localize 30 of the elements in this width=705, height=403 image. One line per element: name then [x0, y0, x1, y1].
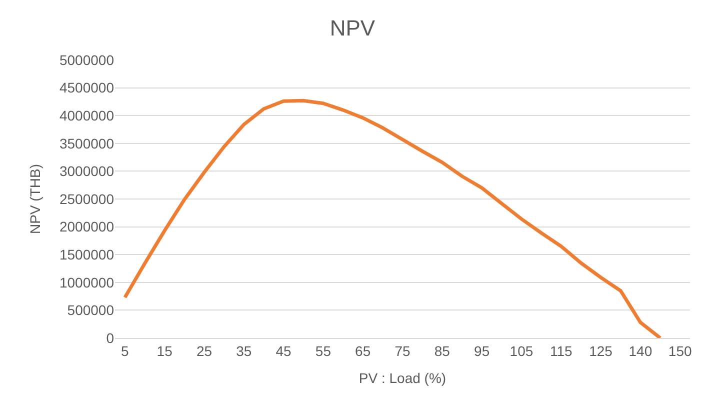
x-tick-label: 105	[510, 342, 534, 359]
y-tick-label: 2500000	[59, 190, 114, 207]
y-tick-label: 1000000	[59, 274, 114, 290]
x-tick-label: 140	[628, 342, 652, 359]
x-tick-label: 5	[121, 342, 130, 359]
x-tick-label: 115	[550, 342, 572, 359]
x-tick-label: 35	[236, 342, 252, 359]
x-tick-label: 55	[315, 342, 332, 359]
y-tick-label: 3500000	[59, 135, 114, 152]
y-tick-label: 1500000	[59, 246, 114, 262]
x-tick-label: 150	[668, 342, 692, 359]
y-tick-label: 500000	[67, 302, 114, 318]
y-tick-label: 2000000	[59, 218, 114, 235]
x-tick-label: 85	[434, 342, 450, 359]
x-tick-label: 65	[355, 342, 371, 359]
y-tick-label: 0	[106, 330, 114, 346]
chart-title: NPV	[330, 16, 376, 41]
y-axis-title: NPV (THB)	[27, 164, 44, 234]
x-tick-label: 75	[394, 342, 410, 359]
x-tick-label: 125	[589, 342, 613, 359]
x-tick-label: 45	[276, 342, 292, 359]
y-tick-label: 3000000	[59, 163, 114, 180]
x-axis-title: PV : Load (%)	[358, 370, 446, 386]
y-tick-label: 4500000	[59, 80, 114, 96]
x-tick-label: 25	[196, 342, 212, 359]
x-tick-label: 95	[474, 342, 490, 359]
y-tick-label: 4000000	[59, 108, 114, 124]
line-series	[123, 98, 662, 338]
y-tick-label: 5000000	[59, 52, 114, 68]
x-tick-label: 15	[156, 342, 173, 359]
